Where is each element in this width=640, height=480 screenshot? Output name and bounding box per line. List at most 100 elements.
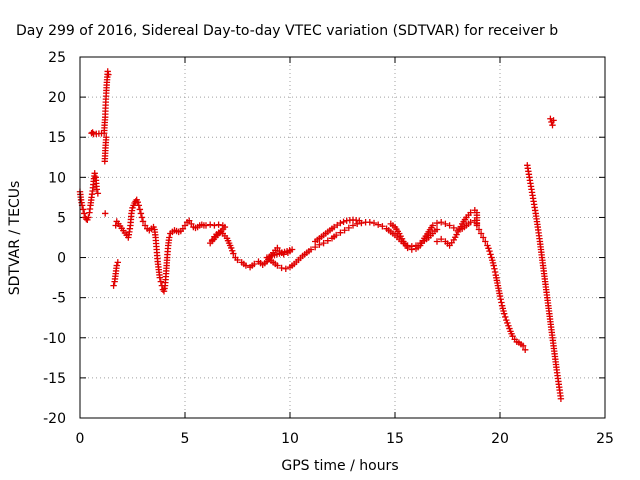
- y-tick-label: 20: [48, 90, 66, 106]
- data-point: [207, 221, 214, 228]
- data-point: [349, 222, 357, 229]
- data-point: [186, 217, 193, 224]
- data-point: [506, 325, 513, 332]
- y-axis-label: SDTVAR / TECUs: [7, 181, 23, 296]
- data-point: [209, 236, 216, 244]
- data-point: [438, 219, 445, 226]
- data-point: [484, 242, 491, 249]
- data-point: [482, 238, 489, 245]
- data-point: [215, 221, 222, 228]
- data-point: [370, 219, 378, 227]
- data-point: [337, 229, 344, 236]
- y-tick-label: 15: [48, 130, 66, 146]
- data-point: [487, 251, 494, 258]
- data-point: [102, 210, 109, 217]
- x-tick-label: 10: [281, 431, 299, 447]
- data-point: [138, 214, 146, 221]
- data-point: [467, 209, 474, 216]
- data-point: [480, 234, 487, 241]
- data-points: [76, 68, 565, 402]
- data-point: [234, 256, 241, 264]
- data-point: [229, 247, 236, 254]
- y-tick-label: 5: [57, 210, 66, 226]
- data-point: [502, 313, 509, 321]
- y-tick-label: 25: [48, 50, 66, 66]
- y-tick-label: 10: [48, 170, 66, 186]
- data-point: [408, 246, 415, 253]
- data-point: [230, 250, 237, 257]
- data-point: [504, 319, 511, 327]
- data-point: [333, 231, 340, 239]
- data-point: [114, 259, 121, 266]
- axis-ticks: 0 5 10 15 20 25 25 20 15 10 5 0 -5 -10 -15 -20: [43, 50, 614, 447]
- data-point: [491, 268, 499, 276]
- data-point: [497, 296, 504, 303]
- data-point: [490, 262, 497, 269]
- data-point: [550, 117, 557, 124]
- data-point: [307, 246, 315, 253]
- data-point: [438, 235, 445, 243]
- data-point: [496, 292, 504, 300]
- x-tick-label: 25: [596, 431, 614, 447]
- data-point: [228, 244, 235, 252]
- data-point: [509, 332, 516, 340]
- y-tick-label: -20: [43, 411, 66, 427]
- data-point: [316, 241, 323, 248]
- data-point: [477, 230, 485, 237]
- data-point: [442, 220, 449, 228]
- y-tick-label: 0: [57, 251, 66, 267]
- data-point: [141, 222, 149, 229]
- data-point: [429, 222, 436, 229]
- data-point: [501, 310, 508, 317]
- x-tick-label: 0: [76, 431, 85, 447]
- data-point: [113, 262, 120, 269]
- data-point: [450, 224, 457, 232]
- data-point: [473, 222, 481, 229]
- y-tick-label: -5: [52, 291, 66, 307]
- data-point: [157, 278, 165, 285]
- y-tick-label: -10: [43, 331, 66, 347]
- data-point: [522, 346, 529, 354]
- data-point: [166, 234, 173, 241]
- data-point: [486, 247, 493, 255]
- data-point: [475, 226, 483, 233]
- data-point: [105, 71, 112, 78]
- data-point: [110, 282, 117, 289]
- data-point: [91, 170, 98, 177]
- data-point: [404, 244, 411, 252]
- data-point: [211, 222, 218, 229]
- data-point: [103, 134, 110, 141]
- data-point: [135, 202, 142, 209]
- data-point: [491, 265, 498, 272]
- data-point: [282, 265, 289, 272]
- data-point: [324, 237, 331, 244]
- data-point: [139, 218, 147, 225]
- chart-title: Day 299 of 2016, Sidereal Day-to-day VTE…: [16, 23, 558, 39]
- data-point: [433, 226, 441, 233]
- plot-frame: [79, 56, 606, 419]
- y-tick-label: -15: [43, 371, 66, 387]
- data-point: [181, 222, 189, 229]
- data-point: [156, 274, 163, 281]
- data-point: [549, 121, 556, 129]
- data-point: [340, 218, 347, 226]
- data-point: [433, 238, 441, 245]
- data-point: [375, 221, 382, 228]
- data-point: [498, 299, 505, 306]
- data-point: [274, 262, 281, 269]
- x-tick-label: 15: [386, 431, 404, 447]
- data-point: [179, 225, 187, 232]
- data-point: [93, 186, 100, 193]
- data-point: [341, 227, 348, 234]
- data-point: [433, 219, 441, 227]
- data-point: [557, 395, 565, 402]
- data-point: [485, 245, 492, 252]
- data-point: [312, 243, 319, 251]
- data-point: [519, 342, 527, 349]
- data-point: [366, 219, 373, 226]
- data-point: [251, 260, 258, 268]
- data-point: [202, 222, 210, 229]
- data-point: [345, 224, 352, 232]
- data-point: [207, 239, 214, 247]
